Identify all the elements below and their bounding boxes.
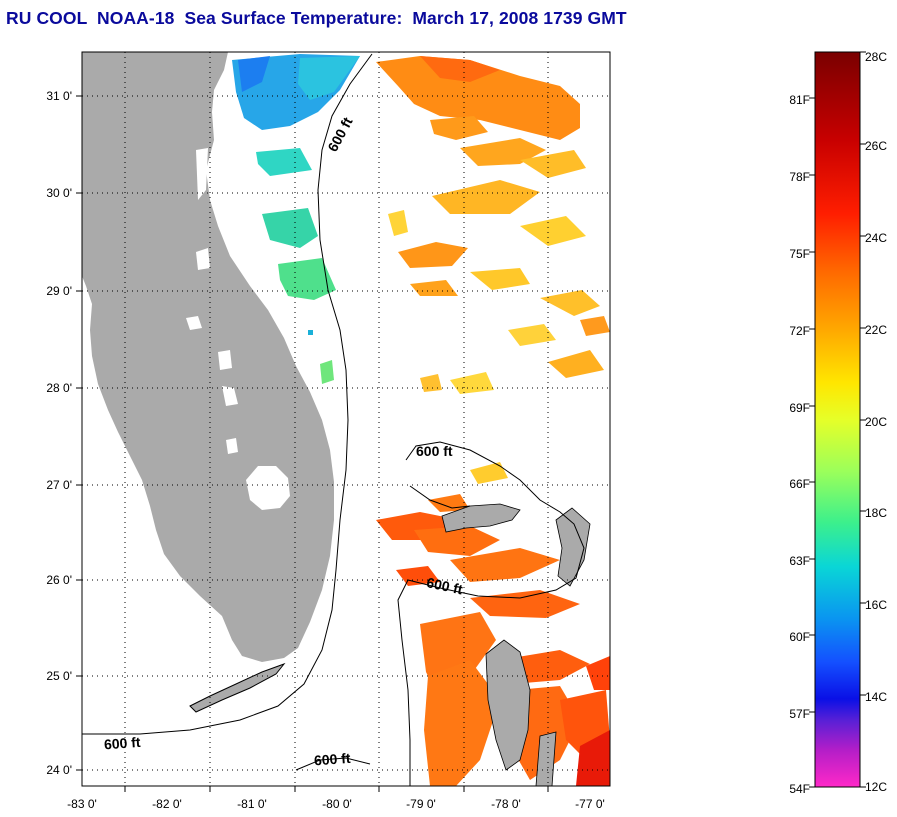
- colorbar-celsius-24: 24C: [865, 231, 887, 245]
- contour-label-600ft-keys: 600 ft: [103, 734, 141, 753]
- colorbar-fahrenheit-63: 63F: [789, 554, 810, 568]
- lat-tick-29: 29 0': [46, 284, 72, 298]
- chart-title: RU COOL NOAA-18 Sea Surface Temperature:…: [6, 8, 627, 28]
- lon-tick-82: -82 0': [152, 797, 182, 811]
- lat-tick-30: 30 0': [46, 186, 72, 200]
- contour-label-600ft-south: 600 ft: [313, 750, 351, 769]
- lon-tick-77: -77 0': [575, 797, 605, 811]
- colorbar-fahrenheit-69: 69F: [789, 401, 810, 415]
- colorbar-fahrenheit-54: 54F: [789, 782, 810, 796]
- colorbar-fahrenheit-75: 75F: [789, 247, 810, 261]
- colorbar-fahrenheit-81: 81F: [789, 93, 810, 107]
- colorbar-celsius-26: 26C: [865, 139, 887, 153]
- florida-landmass: [82, 52, 334, 662]
- lat-tick-28: 28 0': [46, 381, 72, 395]
- temperature-colorbar: 28C 26C 24C 22C 20C 18C 16C 14C 12C 81F …: [789, 50, 887, 796]
- lon-tick-79: -79 0': [406, 797, 436, 811]
- lon-tick-81: -81 0': [237, 797, 267, 811]
- colorbar-celsius-14: 14C: [865, 690, 887, 704]
- latitude-axis-labels: 31 0' 30 0' 29 0' 28 0' 27 0' 26 0' 25 0…: [46, 89, 72, 777]
- colorbar-celsius-16: 16C: [865, 598, 887, 612]
- colorbar-fahrenheit-72: 72F: [789, 324, 810, 338]
- lon-tick-80: -80 0': [322, 797, 352, 811]
- colorbar-celsius-22: 22C: [865, 323, 887, 337]
- axis-tick-marks: [76, 95, 549, 792]
- longitude-axis-labels: -83 0' -82 0' -81 0' -80 0' -79 0' -78 0…: [67, 797, 605, 811]
- isobath-600ft-lines: [82, 53, 585, 786]
- colorbar-fahrenheit-60: 60F: [789, 630, 810, 644]
- colorbar-celsius-20: 20C: [865, 415, 887, 429]
- graticule: [82, 52, 610, 786]
- colorbar-fahrenheit-78: 78F: [789, 170, 810, 184]
- lon-tick-78: -78 0': [491, 797, 521, 811]
- colorbar-fahrenheit-57: 57F: [789, 707, 810, 721]
- grand-bahama-bank: [441, 503, 521, 533]
- colorbar-fahrenheit-66: 66F: [789, 477, 810, 491]
- sst-data-layer: [232, 54, 610, 786]
- map-panel: 600 ft 600 ft 600 ft 600 ft 600 ft: [82, 52, 610, 786]
- colorbar-celsius-18: 18C: [865, 506, 887, 520]
- lat-tick-27: 27 0': [46, 478, 72, 492]
- andros-bank: [485, 639, 531, 771]
- contour-label-600ft-straits: 600 ft: [425, 574, 464, 597]
- contour-label-600ft-bahamas: 600 ft: [416, 443, 453, 459]
- colorbar-scale: [814, 51, 861, 788]
- lat-tick-31: 31 0': [46, 89, 72, 103]
- lon-tick-83: -83 0': [67, 797, 97, 811]
- lat-tick-25: 25 0': [46, 669, 72, 683]
- lat-tick-26: 26 0': [46, 573, 72, 587]
- colorbar-celsius-28: 28C: [865, 50, 887, 64]
- map-frame: [81, 51, 611, 787]
- lat-tick-24: 24 0': [46, 763, 72, 777]
- colorbar-celsius-12: 12C: [865, 780, 887, 794]
